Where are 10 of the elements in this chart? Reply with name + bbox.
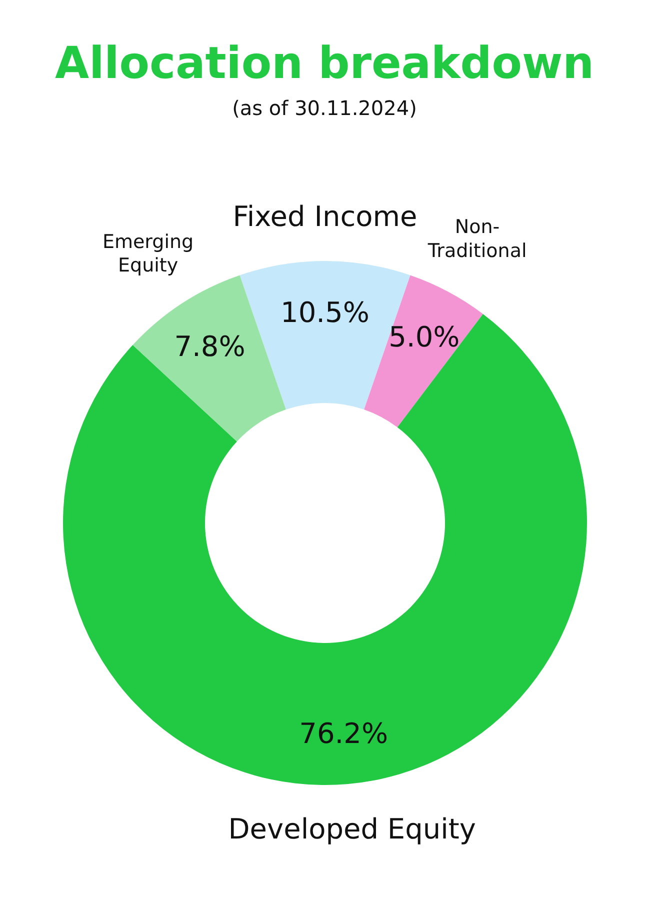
data-label: 10.5% <box>280 296 370 329</box>
data-label: 76.2% <box>299 716 388 750</box>
chart-title: Allocation breakdown <box>55 38 594 89</box>
data-label: 7.8% <box>174 330 246 364</box>
slice-label: Non-Traditional <box>426 216 527 262</box>
chart-subtitle: (as of 30.11.2024) <box>232 96 417 120</box>
slice-label: Developed Equity <box>228 812 476 846</box>
slice-label: Fixed Income <box>232 200 418 233</box>
data-label: 5.0% <box>388 320 460 354</box>
slice-label: Emerging Equity <box>102 230 194 277</box>
